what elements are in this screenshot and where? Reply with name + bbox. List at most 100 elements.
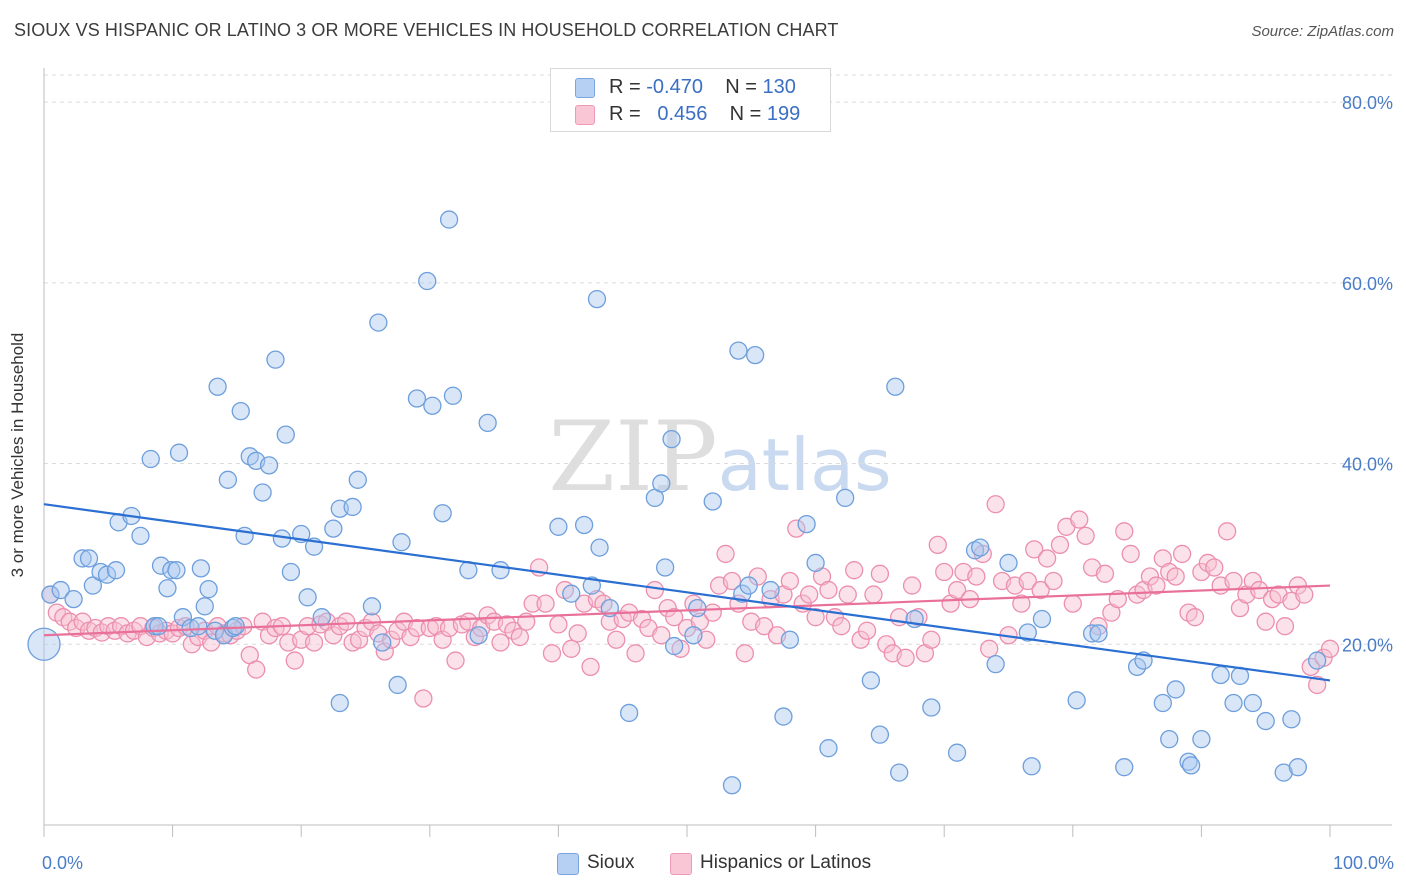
sioux-point bbox=[965, 541, 985, 560]
sioux-point bbox=[582, 576, 601, 595]
sioux-point bbox=[226, 617, 245, 636]
sioux-point bbox=[1192, 730, 1211, 749]
hispanic-point bbox=[324, 626, 343, 645]
hispanic-point bbox=[523, 594, 542, 613]
hispanic-point bbox=[247, 660, 266, 679]
hispanic-point bbox=[1307, 675, 1327, 695]
hispanic-point bbox=[607, 630, 626, 649]
hispanic-point bbox=[1044, 571, 1063, 591]
sioux-point bbox=[1274, 763, 1293, 782]
hispanic-point bbox=[1172, 544, 1192, 564]
hispanic-point bbox=[967, 567, 986, 586]
hispanic-point bbox=[1147, 576, 1166, 595]
hispanic-legend-label: Hispanics or Latinos bbox=[700, 852, 872, 873]
chart-title: SIOUX VS HISPANIC OR LATINO 3 OR MORE VE… bbox=[14, 20, 839, 40]
hispanic-point bbox=[947, 580, 967, 600]
x-tick-max: 100.0% bbox=[1332, 853, 1394, 873]
hispanic-points bbox=[41, 495, 1340, 708]
sioux-point bbox=[1256, 711, 1275, 731]
sioux-point bbox=[1307, 651, 1327, 670]
y-tick-label: 40.0% bbox=[1342, 455, 1393, 475]
hispanic-point bbox=[1185, 608, 1205, 627]
hispanic-point bbox=[407, 618, 427, 638]
sioux-point bbox=[312, 608, 331, 627]
sioux-point bbox=[343, 497, 362, 517]
sioux-point bbox=[418, 271, 437, 291]
sioux-point bbox=[1022, 757, 1041, 776]
sioux-point bbox=[373, 633, 392, 652]
sioux-point bbox=[149, 617, 168, 636]
hispanic-point bbox=[1256, 612, 1275, 631]
hispanic-point bbox=[1320, 639, 1340, 658]
n-label: N = bbox=[729, 103, 762, 125]
sioux-point bbox=[231, 401, 250, 421]
sioux-point bbox=[259, 456, 279, 475]
sioux-point bbox=[195, 597, 214, 616]
sioux-point bbox=[407, 389, 427, 408]
sioux-legend-swatch bbox=[557, 853, 579, 875]
sioux-point bbox=[999, 553, 1018, 573]
sioux-point bbox=[1032, 609, 1052, 629]
hispanic-point bbox=[664, 608, 684, 627]
hispanic-point bbox=[1012, 594, 1031, 613]
sioux-point bbox=[780, 630, 800, 649]
hispanic-point bbox=[645, 580, 664, 600]
hispanic-point bbox=[285, 651, 304, 670]
sioux-point bbox=[388, 675, 407, 695]
hispanic-point bbox=[1018, 571, 1037, 591]
sioux-point bbox=[562, 584, 581, 603]
sioux-point bbox=[276, 425, 295, 444]
hispanic-point bbox=[722, 571, 742, 591]
sioux-point bbox=[806, 553, 825, 573]
hispanic-point bbox=[922, 630, 941, 649]
sioux-point bbox=[169, 443, 189, 462]
r-label: R = bbox=[609, 76, 641, 98]
sioux-point bbox=[162, 561, 181, 580]
hispanic-point bbox=[349, 630, 369, 649]
sioux-point bbox=[298, 588, 317, 607]
hispanic-point bbox=[652, 626, 671, 645]
hispanic-point bbox=[838, 585, 857, 604]
correlation-legend: R = -0.470 N = 130 R = 0.456 N = 199 bbox=[550, 68, 831, 132]
sioux-point bbox=[218, 470, 238, 489]
hispanic-point bbox=[632, 609, 652, 629]
sioux-point bbox=[662, 430, 681, 449]
sioux-point bbox=[1211, 665, 1230, 685]
hispanic-point bbox=[902, 576, 922, 595]
chart-source: Source: ZipAtlas.com bbox=[1251, 23, 1394, 40]
sioux-point bbox=[491, 561, 510, 580]
y-tick-label: 60.0% bbox=[1342, 274, 1393, 294]
sioux-point bbox=[423, 396, 442, 415]
hispanic-point bbox=[928, 535, 947, 555]
sioux-point bbox=[97, 565, 117, 584]
sioux-point bbox=[797, 514, 816, 534]
sioux-point bbox=[1067, 691, 1086, 710]
y-axis-label: 3 or more Vehicles in Household bbox=[8, 332, 27, 578]
r-value-hispanic: 0.456 bbox=[657, 103, 708, 125]
sioux-point bbox=[684, 626, 703, 645]
hispanic-point bbox=[877, 635, 896, 654]
hispanic-point bbox=[1076, 526, 1095, 545]
hispanic-point bbox=[845, 561, 864, 580]
sioux-point bbox=[590, 538, 609, 557]
sioux-point bbox=[947, 743, 967, 762]
sioux-point bbox=[73, 549, 92, 568]
sioux-point bbox=[191, 559, 211, 578]
sioux-point bbox=[655, 558, 675, 577]
hispanic-point bbox=[1250, 580, 1269, 600]
r-value-sioux: -0.470 bbox=[646, 76, 703, 98]
sioux-trend-line bbox=[43, 503, 1331, 682]
sioux-point bbox=[761, 580, 780, 600]
hispanic-point bbox=[935, 562, 954, 582]
sioux-point bbox=[574, 515, 594, 535]
sioux-point bbox=[619, 703, 639, 723]
sioux-point bbox=[167, 561, 186, 580]
hispanic-point bbox=[1115, 522, 1134, 541]
watermark-atlas: atlas bbox=[718, 423, 892, 507]
hispanic-point bbox=[1224, 571, 1243, 591]
hispanic-point bbox=[549, 615, 568, 634]
sioux-point bbox=[324, 519, 343, 538]
hispanic-swatch bbox=[575, 105, 595, 125]
hispanic-point bbox=[446, 651, 465, 670]
sioux-point bbox=[1115, 758, 1134, 777]
